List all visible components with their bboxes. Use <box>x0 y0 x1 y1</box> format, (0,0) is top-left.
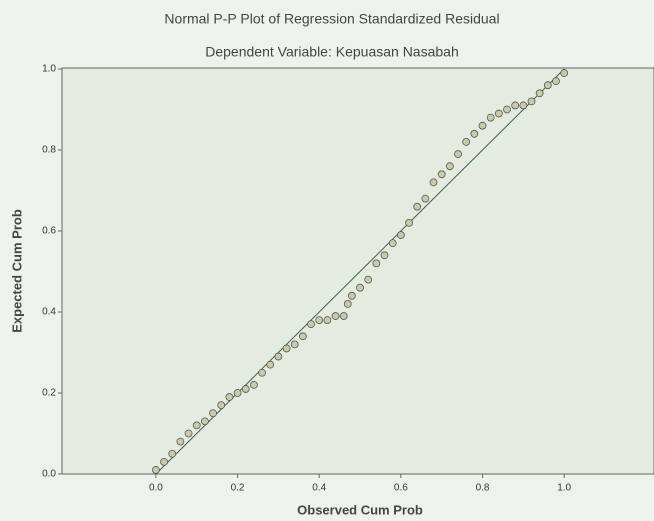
point <box>258 368 266 377</box>
point <box>519 101 528 110</box>
point <box>160 457 168 466</box>
x-tick-label: 0.0 <box>149 483 163 494</box>
point <box>380 251 389 260</box>
point <box>494 109 503 118</box>
point <box>282 344 291 353</box>
point <box>331 312 340 320</box>
point <box>364 275 373 284</box>
chart-title: Normal P-P Plot of Regression Standardiz… <box>164 11 499 27</box>
point <box>192 421 201 430</box>
y-tick-label: 0.2 <box>42 388 56 399</box>
point <box>176 437 185 446</box>
y-tick-label: 1.0 <box>42 64 56 75</box>
y-axis-label: Expected Cum Prob <box>9 209 24 333</box>
point <box>323 316 332 325</box>
point <box>388 239 397 248</box>
point <box>372 259 381 268</box>
point <box>209 409 217 418</box>
point <box>168 449 177 458</box>
point <box>470 129 479 138</box>
point <box>274 352 283 361</box>
point <box>503 105 511 114</box>
point <box>511 101 520 110</box>
x-tick-label: 1.0 <box>557 483 571 494</box>
point <box>356 283 364 292</box>
point <box>343 299 352 308</box>
point <box>233 389 242 397</box>
x-tick-label: 0.8 <box>476 483 490 494</box>
point <box>249 380 258 389</box>
point <box>217 401 226 410</box>
chart-subtitle: Dependent Variable: Kepuasan Nasabah <box>205 44 458 60</box>
point <box>552 77 560 86</box>
x-tick-label: 0.2 <box>231 483 245 494</box>
point <box>413 202 422 211</box>
point <box>225 393 234 401</box>
plot-area <box>61 67 654 475</box>
point <box>152 466 160 474</box>
point <box>200 417 209 426</box>
x-axis-label: Observed Cum Prob <box>297 502 423 517</box>
point <box>396 231 405 239</box>
point <box>527 97 536 106</box>
point <box>478 121 487 130</box>
y-tick-label: 0.6 <box>42 226 56 237</box>
x-tick-label: 0.4 <box>312 483 326 494</box>
point <box>405 218 413 227</box>
point <box>241 385 250 393</box>
point <box>445 162 454 171</box>
point <box>266 360 275 369</box>
point <box>184 429 193 438</box>
point <box>543 81 552 90</box>
point <box>347 291 356 300</box>
point <box>429 178 438 187</box>
x-tick-label: 0.6 <box>394 483 408 494</box>
point <box>315 316 324 325</box>
point <box>437 170 446 179</box>
y-tick-label: 0.0 <box>42 469 56 480</box>
point <box>486 113 495 122</box>
point <box>290 340 299 349</box>
point <box>307 320 315 329</box>
y-tick-label: 0.8 <box>42 145 56 156</box>
point <box>298 332 307 341</box>
y-tick-label: 0.4 <box>42 307 56 318</box>
point <box>421 194 430 203</box>
point <box>454 150 462 158</box>
point <box>462 137 471 146</box>
point <box>339 312 348 320</box>
point <box>535 89 544 98</box>
point <box>560 69 569 77</box>
